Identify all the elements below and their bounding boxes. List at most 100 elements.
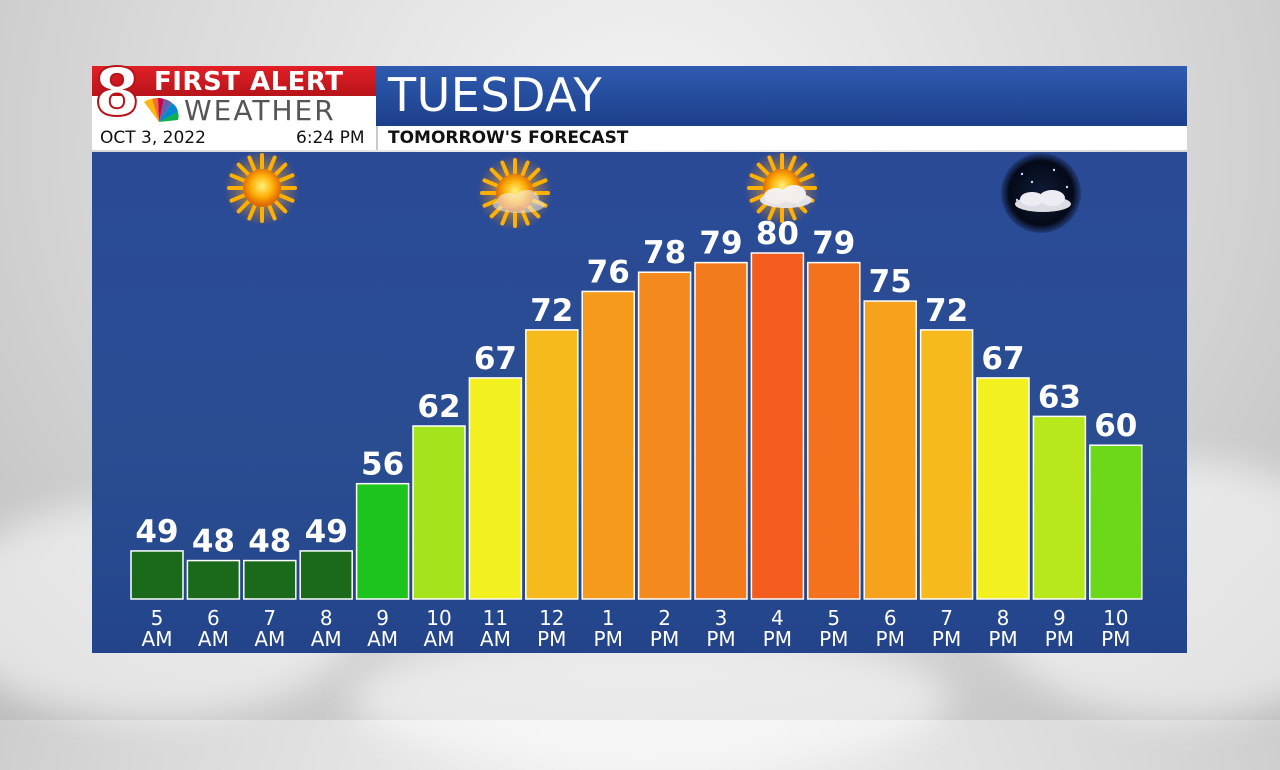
temperature-value-label: 62 — [417, 389, 460, 425]
temperature-bar — [412, 425, 466, 600]
temperature-bar — [525, 329, 579, 600]
bar-group: 79 5PM — [807, 226, 861, 651]
logo-weather: WEATHER — [184, 94, 336, 127]
hourly-temperature-chart: 495AM486AM487AM498AM569AM6210AM6711AM721… — [130, 152, 1143, 651]
bar-group: 72 7PM — [919, 293, 974, 651]
ampm-tick-label: AM — [311, 627, 342, 651]
bar-group: 78 2PM — [637, 235, 692, 651]
day-title: TUESDAY — [388, 68, 603, 122]
ampm-tick-label: PM — [876, 627, 905, 651]
temperature-value-label: 76 — [587, 254, 630, 290]
ampm-tick-label: PM — [650, 627, 679, 651]
temperature-value-label: 75 — [869, 264, 912, 300]
temperature-bar — [637, 271, 692, 600]
temperature-bar — [1032, 415, 1087, 600]
bar-group: 67 8PM — [976, 341, 1030, 651]
hour-tick-label: 7 — [940, 606, 953, 630]
forecast-frame: 8 FIRST ALERT WEATHER TUESDAY OCT 3, 202… — [92, 59, 1187, 653]
ampm-tick-label: AM — [480, 627, 511, 651]
temperature-value-label: 80 — [756, 216, 799, 252]
bar-group: 48 7AM — [243, 524, 297, 651]
hour-tick-label: 3 — [715, 606, 728, 630]
temperature-value-label: 63 — [1038, 379, 1081, 415]
hour-tick-label: 2 — [658, 606, 671, 630]
temperature-value-label: 49 — [135, 514, 178, 550]
ampm-tick-label: PM — [537, 627, 566, 651]
bar-group: 63 9PM — [1032, 379, 1087, 651]
temperature-bar — [186, 559, 241, 600]
hour-tick-label: 9 — [1053, 606, 1066, 630]
hour-tick-label: 4 — [771, 606, 784, 630]
hour-tick-label: 11 — [483, 606, 508, 630]
ampm-tick-label: AM — [424, 627, 455, 651]
bar-group: 49 8AM — [299, 514, 353, 651]
chart-panel: 49 5 AM 48 6 AM 48 7 AM 49 8 AM 56 9 AM 62 10 AM 67 11 AM 72 1… — [92, 152, 1187, 653]
temperature-bar — [976, 377, 1030, 600]
temperature-bar — [1089, 444, 1143, 600]
temperature-bar — [299, 550, 353, 600]
temperature-bar — [581, 290, 635, 600]
ampm-tick-label: AM — [142, 627, 173, 651]
bar-group: 80 4PM — [750, 216, 805, 651]
temperature-value-label: 67 — [981, 341, 1024, 377]
hour-tick-label: 10 — [1103, 606, 1128, 630]
temperature-bar — [694, 261, 748, 600]
logo-number: 8 — [93, 54, 141, 131]
bar-group: 79 3PM — [694, 226, 748, 651]
ampm-tick-label: PM — [1045, 627, 1074, 651]
station-logo: 8 FIRST ALERT WEATHER — [92, 59, 376, 127]
partly-cloudy-night-icon — [1001, 153, 1081, 233]
bar-group: 75 6PM — [863, 264, 917, 651]
hour-tick-label: 8 — [997, 606, 1010, 630]
temperature-bar — [243, 559, 297, 600]
ampm-tick-label: PM — [988, 627, 1017, 651]
temperature-value-label: 78 — [643, 235, 686, 271]
hour-tick-label: 6 — [884, 606, 897, 630]
bar-group: 48 6AM — [186, 524, 241, 651]
hour-tick-label: 10 — [426, 606, 451, 630]
ampm-tick-label: PM — [706, 627, 735, 651]
hour-tick-label: 5 — [151, 606, 164, 630]
hour-tick-label: 7 — [263, 606, 276, 630]
temperature-bar — [863, 300, 917, 600]
temperature-value-label: 67 — [474, 341, 517, 377]
temperature-bar — [807, 261, 861, 600]
temperature-bar — [750, 252, 805, 600]
temperature-value-label: 72 — [925, 293, 968, 329]
hour-tick-label: 9 — [376, 606, 389, 630]
forecast-subtitle: TOMORROW'S FORECAST — [388, 128, 629, 148]
ampm-tick-label: PM — [932, 627, 961, 651]
ampm-tick-label: AM — [198, 627, 229, 651]
title-bar: TUESDAY — [376, 66, 1187, 126]
temperature-value-label: 48 — [248, 524, 291, 560]
mostly-sunny-icon — [477, 155, 553, 231]
hour-tick-label: 5 — [827, 606, 840, 630]
temperature-value-label: 60 — [1094, 408, 1137, 444]
date-label: OCT 3, 2022 — [100, 128, 206, 148]
ampm-tick-label: PM — [763, 627, 792, 651]
info-bar: OCT 3, 2022 6:24 PM TOMORROW'S FORECAST — [92, 126, 1187, 150]
temperature-bar — [355, 482, 410, 600]
ampm-tick-label: PM — [1101, 627, 1130, 651]
ampm-tick-label: AM — [367, 627, 398, 651]
ampm-tick-label: AM — [254, 627, 285, 651]
temperature-bar — [468, 377, 523, 600]
bar-group: 49 5AM — [130, 514, 184, 651]
temperature-value-label: 72 — [530, 293, 573, 329]
temperature-value-label: 79 — [699, 226, 742, 262]
partly-cloudy-icon — [744, 152, 820, 226]
hour-tick-label: 12 — [539, 606, 564, 630]
temperature-bar — [130, 550, 184, 600]
logo-first-alert: FIRST ALERT — [154, 67, 344, 97]
hour-tick-label: 1 — [602, 606, 615, 630]
sunny-icon — [224, 152, 300, 226]
bar-group: 56 9AM — [355, 447, 410, 651]
temperature-bar — [919, 329, 974, 600]
ampm-tick-label: PM — [594, 627, 623, 651]
temperature-value-label: 79 — [812, 226, 855, 262]
hour-tick-label: 8 — [320, 606, 333, 630]
